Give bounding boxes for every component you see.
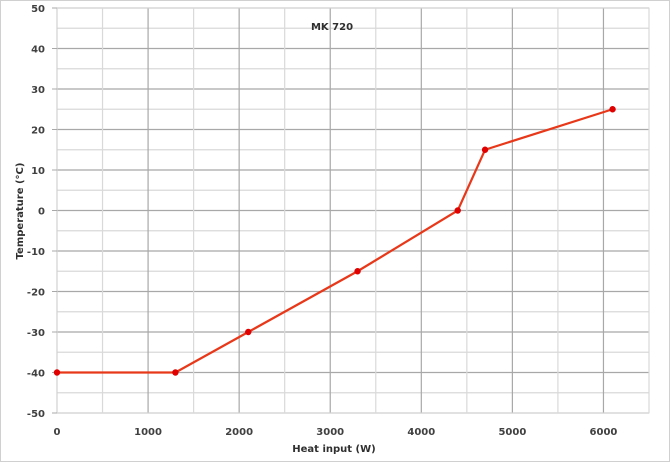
data-point-marker: [245, 328, 252, 336]
y-tick-label: 0: [38, 207, 45, 218]
data-point-marker: [172, 369, 179, 376]
y-tick-label: 30: [31, 85, 45, 96]
x-tick-label: 6000: [590, 427, 618, 438]
x-axis-label: Heat input (W): [292, 444, 375, 455]
y-tick-label: -30: [27, 328, 45, 339]
x-tick-label: 4000: [407, 427, 435, 438]
y-tick-label: -20: [27, 288, 45, 299]
series-line: [57, 108, 613, 374]
y-tick-label: -10: [27, 247, 45, 258]
data-point-marker: [53, 369, 61, 376]
y-tick-label: 20: [31, 126, 45, 137]
y-tick-label: 40: [31, 45, 45, 56]
y-axis-ticks: 50 40 30 20 10 0 -10 -20 -30 -40 -50: [27, 4, 57, 420]
chart-title: MK 720: [311, 22, 353, 33]
y-tick-label: -40: [27, 369, 45, 380]
grid-lines: [56, 7, 650, 414]
data-point-marker: [354, 268, 361, 275]
y-axis-label: Temperature (°C): [15, 163, 26, 260]
data-point-marker: [609, 106, 616, 113]
data-series: [53, 106, 616, 376]
y-tick-label: 10: [31, 166, 45, 177]
x-tick-label: 1000: [134, 427, 162, 438]
y-tick-label: 50: [31, 4, 45, 15]
x-tick-label: 2000: [225, 427, 253, 438]
data-point-marker: [481, 146, 489, 153]
x-tick-label: 3000: [316, 427, 344, 438]
x-tick-label: 0: [54, 427, 61, 438]
x-tick-label: 5000: [498, 427, 526, 438]
y-tick-label: -50: [27, 409, 45, 420]
x-axis-ticks: 0 1000 2000 3000 4000 5000 6000: [54, 427, 618, 438]
data-point-marker: [454, 207, 461, 214]
